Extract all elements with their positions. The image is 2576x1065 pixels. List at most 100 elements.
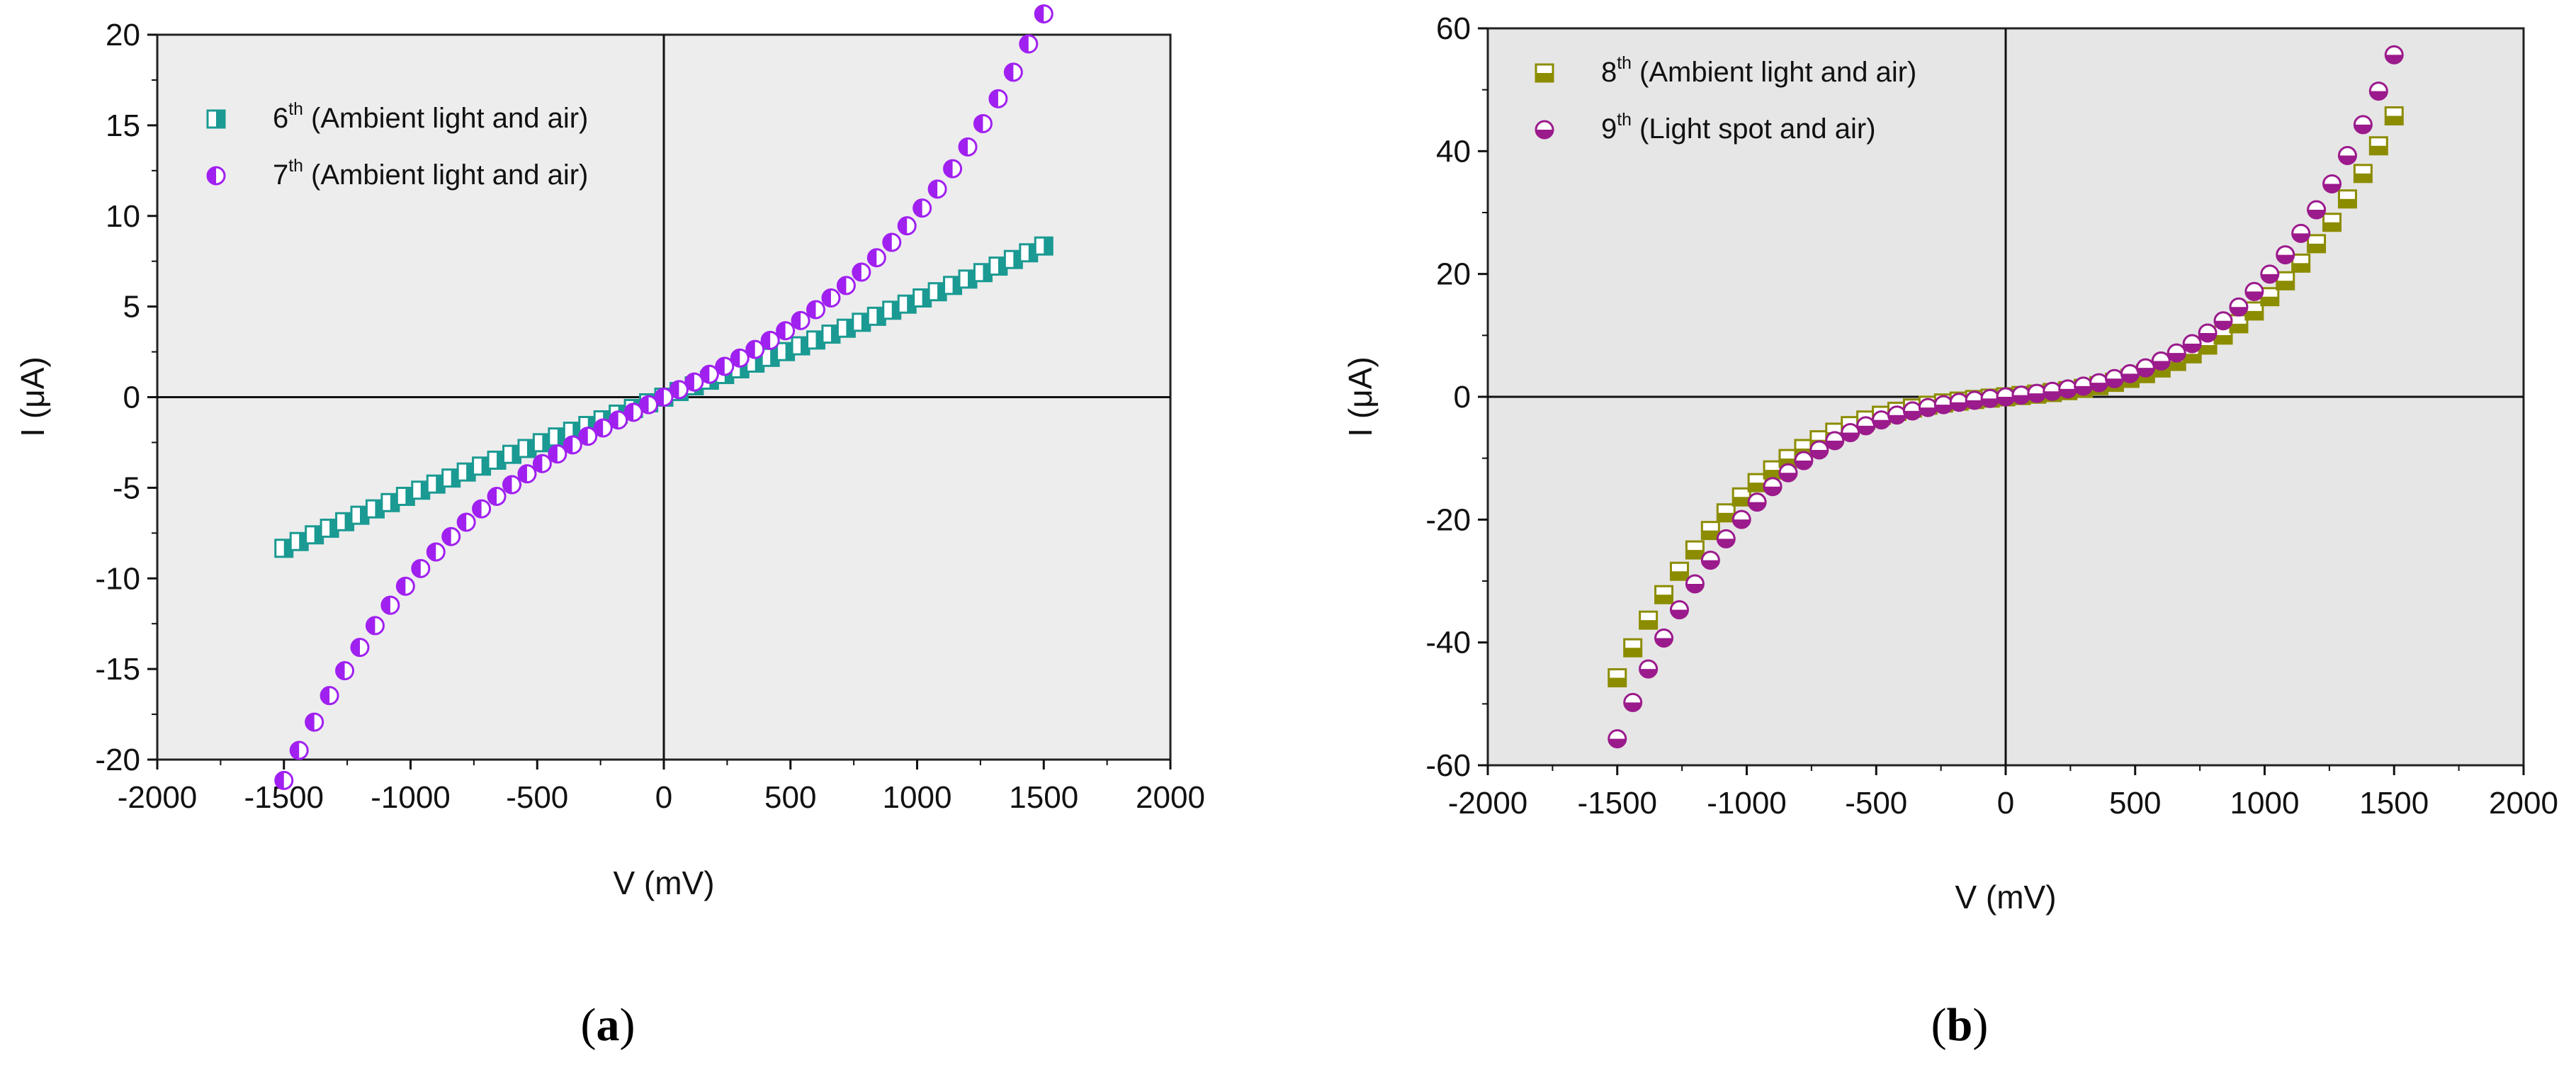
panel-b-data-point: [2337, 189, 2357, 209]
panel-b-data-point: [2198, 323, 2218, 343]
panel-a-legend-label: 7th (Ambient light and air): [273, 157, 588, 191]
panel-b-data-point: [1669, 561, 1689, 581]
panel-b-legend-label: 8th (Ambient light and air): [1601, 54, 1916, 88]
panel-b-data-point: [1841, 423, 1860, 443]
panel-a-y-tick-label: -20: [95, 743, 140, 777]
panel-a-data-point: [927, 179, 947, 199]
panel-a-markers: [274, 4, 1053, 790]
panel-b-data-point: [2368, 136, 2388, 156]
panel-b-y-tick-label: 20: [1436, 257, 1471, 292]
panel-a-data-point: [623, 402, 643, 422]
panel-a-data-point: [502, 475, 521, 495]
panel-b-data-point: [1809, 440, 1829, 460]
panel-a-data-point: [699, 364, 719, 384]
panel-b-data-point: [1639, 610, 1659, 630]
panel-a-y-tick-label: 0: [123, 381, 140, 415]
panel-b-data-point: [2337, 145, 2357, 165]
panel-b-data-point: [1825, 431, 1845, 451]
panel-b-data-point: [2353, 115, 2373, 135]
panel-b-data-point: [2384, 106, 2404, 125]
panel-b-data-point: [1763, 477, 1783, 497]
panel-b-data-point: [2213, 311, 2233, 331]
panel-a-data-point: [913, 198, 932, 218]
panel-a-data-point: [988, 89, 1008, 108]
panel-b-data-point: [2105, 368, 2125, 388]
panel-a-data-point: [320, 686, 339, 706]
panel-a-y-axis-label: I (μA): [14, 356, 51, 436]
panel-b-data-point: [1902, 401, 1922, 421]
panel-a-data-point: [563, 435, 582, 455]
panel-b-tick-labels: -2000 -1500 -1000 -500 0 500 1000 1500 2000 -60 -4…: [1425, 11, 2558, 821]
panel-a-data-point: [274, 770, 294, 790]
panel-b-y-tick-label: -40: [1425, 626, 1471, 660]
panel-b-data-point: [2307, 200, 2327, 220]
panel-b-x-tick-label: 500: [2109, 786, 2161, 821]
panel-a-chart: -2000 -1500 -1000 -500 0 500 1000 1500 2000-20-1…: [14, 4, 1205, 901]
panel-b-legend-label: 9th (Light spot and air): [1601, 111, 1876, 145]
panel-b-x-tick-label: -1000: [1707, 786, 1787, 821]
panel-b-data-point: [2384, 45, 2404, 64]
panel-b-markers: [1608, 45, 2404, 749]
panel-a-data-point: [548, 444, 567, 464]
panel-b-data-point: [2229, 314, 2249, 334]
panel-b-data-point: [2074, 376, 2094, 396]
panel-b-data-point: [1856, 416, 1876, 436]
panel-a-legend-label: 6th (Ambient light and air): [273, 100, 588, 134]
panel-a-y-tick-label: 5: [123, 290, 140, 325]
panel-b-data-point: [1933, 395, 1953, 415]
panel-a-data-point: [836, 276, 856, 295]
panel-b-data-point: [2027, 383, 2047, 403]
panel-a-data-point: [745, 339, 765, 359]
panel-b-data-point: [2353, 164, 2373, 184]
panel-a-legend: 6th (Ambient light and air) 7th (Ambient …: [206, 100, 588, 191]
panel-b-data-point: [2229, 297, 2249, 317]
caption-a: (a): [581, 999, 635, 1051]
panel-a-y-tick-label: 10: [106, 199, 140, 234]
panel-a-x-tick-label: -1000: [371, 780, 451, 815]
panel-b-y-tick-label: 0: [1454, 380, 1471, 415]
panel-b-data-point: [2260, 264, 2280, 284]
panel-b-data-point: [2011, 385, 2031, 405]
panel-a-data-point: [456, 512, 476, 532]
panel-b-data-point: [1732, 509, 1751, 529]
panel-b-x-tick-label: 2000: [2489, 786, 2558, 821]
panel-a-data-point: [730, 348, 750, 368]
panel-a-data-point: [305, 712, 324, 732]
panel-b-x-tick-label: -1500: [1577, 786, 1657, 821]
panel-a-y-tick-label: 15: [106, 108, 140, 143]
panel-b-x-tick-label: 1000: [2230, 786, 2300, 821]
panel-a-data-point: [441, 526, 461, 546]
panel-b-data-point: [2322, 213, 2342, 232]
panel-a-data-point: [973, 113, 993, 133]
panel-b-data-point: [1778, 463, 1798, 483]
panel-a-data-point: [715, 356, 735, 376]
panel-b-data-point: [1654, 629, 1674, 648]
panel-b-data-point: [1608, 668, 1627, 687]
panel-a-data-point: [669, 380, 689, 400]
panel-a-data-point: [943, 159, 963, 179]
panel-b-legend-item-8: 8th (Ambient light and air): [1535, 54, 1916, 88]
panel-b-data-point: [1747, 473, 1767, 492]
panel-b-data-point: [1732, 487, 1751, 507]
panel-b-data-point: [1887, 405, 1906, 425]
panel-b-data-point: [2244, 301, 2264, 321]
panel-a-data-point: [806, 300, 825, 320]
panel-a-data-point: [897, 216, 917, 236]
panel-b-data-point: [2260, 287, 2280, 307]
panel-a-legend-marker: [206, 109, 226, 129]
panel-b-data-point: [2276, 271, 2295, 291]
panel-a-y-tick-label: -10: [95, 561, 140, 596]
panel-b-data-point: [1654, 585, 1674, 604]
panel-b-data-point: [2322, 174, 2342, 193]
panel-b-data-point: [1763, 460, 1783, 480]
panel-a-legend-item-6: 6th (Ambient light and air): [206, 100, 588, 134]
panel-b-legend-marker: [1535, 120, 1554, 140]
panel-b-data-point: [1685, 540, 1705, 560]
panel-b-data-point: [1794, 451, 1814, 470]
panel-b-x-tick-label: 0: [1997, 786, 2014, 821]
panel-b-chart: -2000 -1500 -1000 -500 0 500 1000 1500 2000 -60 -4…: [1342, 11, 2558, 915]
panel-a-data-point: [380, 595, 400, 615]
panel-a-ticks: [147, 33, 1172, 770]
panel-a-data-point: [395, 576, 415, 596]
